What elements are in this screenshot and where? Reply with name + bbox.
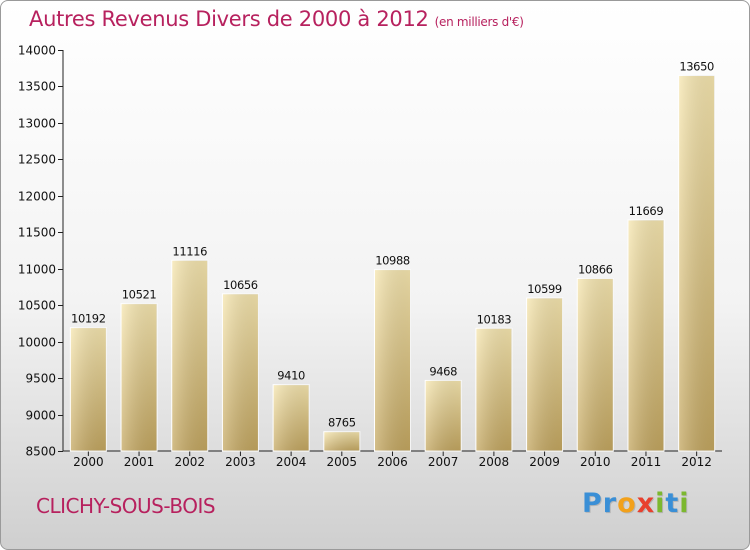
logo-letter: o xyxy=(617,488,637,519)
bar-shade xyxy=(526,297,563,451)
bar-shade xyxy=(171,260,208,451)
y-tick-label: 8500 xyxy=(25,445,56,459)
bars xyxy=(69,75,716,452)
logo-letter: r xyxy=(602,488,618,519)
y-tick-label: 13500 xyxy=(18,80,56,94)
y-tick-label: 12000 xyxy=(18,190,56,204)
bar-shade xyxy=(222,293,259,451)
bar-value-label: 10988 xyxy=(375,254,410,268)
y-tick-label: 10500 xyxy=(18,299,56,313)
y-tick-label: 11500 xyxy=(18,226,56,240)
y-tick-label: 12500 xyxy=(18,153,56,167)
bar-shade xyxy=(577,278,614,451)
bar-shade xyxy=(627,219,664,451)
y-tick-label: 9500 xyxy=(25,372,56,386)
x-tick-label: 2001 xyxy=(124,455,155,469)
x-tick-label: 2003 xyxy=(225,455,256,469)
bar-value-label: 10656 xyxy=(223,278,258,292)
y-tick-label: 11000 xyxy=(18,263,56,277)
bar-shade xyxy=(273,384,310,451)
chart-title: Autres Revenus Divers de 2000 à 2012 (en … xyxy=(29,7,524,31)
bar-value-label: 11116 xyxy=(172,244,207,258)
x-tick-label: 2011 xyxy=(631,455,662,469)
y-tick-label: 13000 xyxy=(18,117,56,131)
title-unit: (en milliers d'€) xyxy=(434,15,524,29)
bar-value-label: 8765 xyxy=(328,416,356,430)
proxiti-logo: Proxiti xyxy=(582,488,690,519)
title-text: Autres Revenus Divers de 2000 à 2012 xyxy=(29,7,429,31)
bar-value-label: 13650 xyxy=(679,60,714,74)
logo-letter: i xyxy=(655,488,666,519)
y-tick-label: 14000 xyxy=(18,44,56,58)
bar-value-label: 11669 xyxy=(629,204,664,218)
x-tick-label: 2005 xyxy=(327,455,358,469)
x-tick-label: 2000 xyxy=(73,455,104,469)
bar-value-label: 10599 xyxy=(527,282,562,296)
bar-shade xyxy=(323,431,360,451)
bar-value-label: 10521 xyxy=(122,288,157,302)
bar-shade xyxy=(425,380,462,451)
x-tick-label: 2007 xyxy=(428,455,459,469)
y-tick-label: 10000 xyxy=(18,336,56,350)
city-name: CLICHY-SOUS-BOIS xyxy=(36,494,216,518)
bar-labels: 10192 10521 11116 10656 9410 8765 10988 9468 101… xyxy=(71,60,714,430)
bar-value-label: 10192 xyxy=(71,312,106,326)
x-tick-label: 2008 xyxy=(479,455,510,469)
x-tick-label: 2006 xyxy=(377,455,408,469)
y-tick-label: 9000 xyxy=(25,409,56,423)
bar-value-label: 9468 xyxy=(429,364,457,378)
logo-letter: i xyxy=(679,488,690,519)
x-tick-label: 2009 xyxy=(529,455,560,469)
bar-shade xyxy=(678,75,715,451)
bar-value-label: 9410 xyxy=(277,369,305,383)
x-tick-label: 2004 xyxy=(276,455,307,469)
x-tick-label: 2012 xyxy=(681,455,712,469)
logo-letter: t xyxy=(665,488,680,519)
x-tick-label: 2010 xyxy=(580,455,611,469)
bar-value-label: 10183 xyxy=(477,312,512,326)
bar-shade xyxy=(70,327,107,451)
bar-shade xyxy=(475,328,512,451)
logo-letter: x xyxy=(636,488,656,519)
logo-letter: P xyxy=(582,488,603,519)
bar-value-label: 10866 xyxy=(578,262,613,276)
bar-shade xyxy=(374,269,411,451)
x-tick-label: 2002 xyxy=(174,455,205,469)
bar-shade xyxy=(121,303,158,451)
